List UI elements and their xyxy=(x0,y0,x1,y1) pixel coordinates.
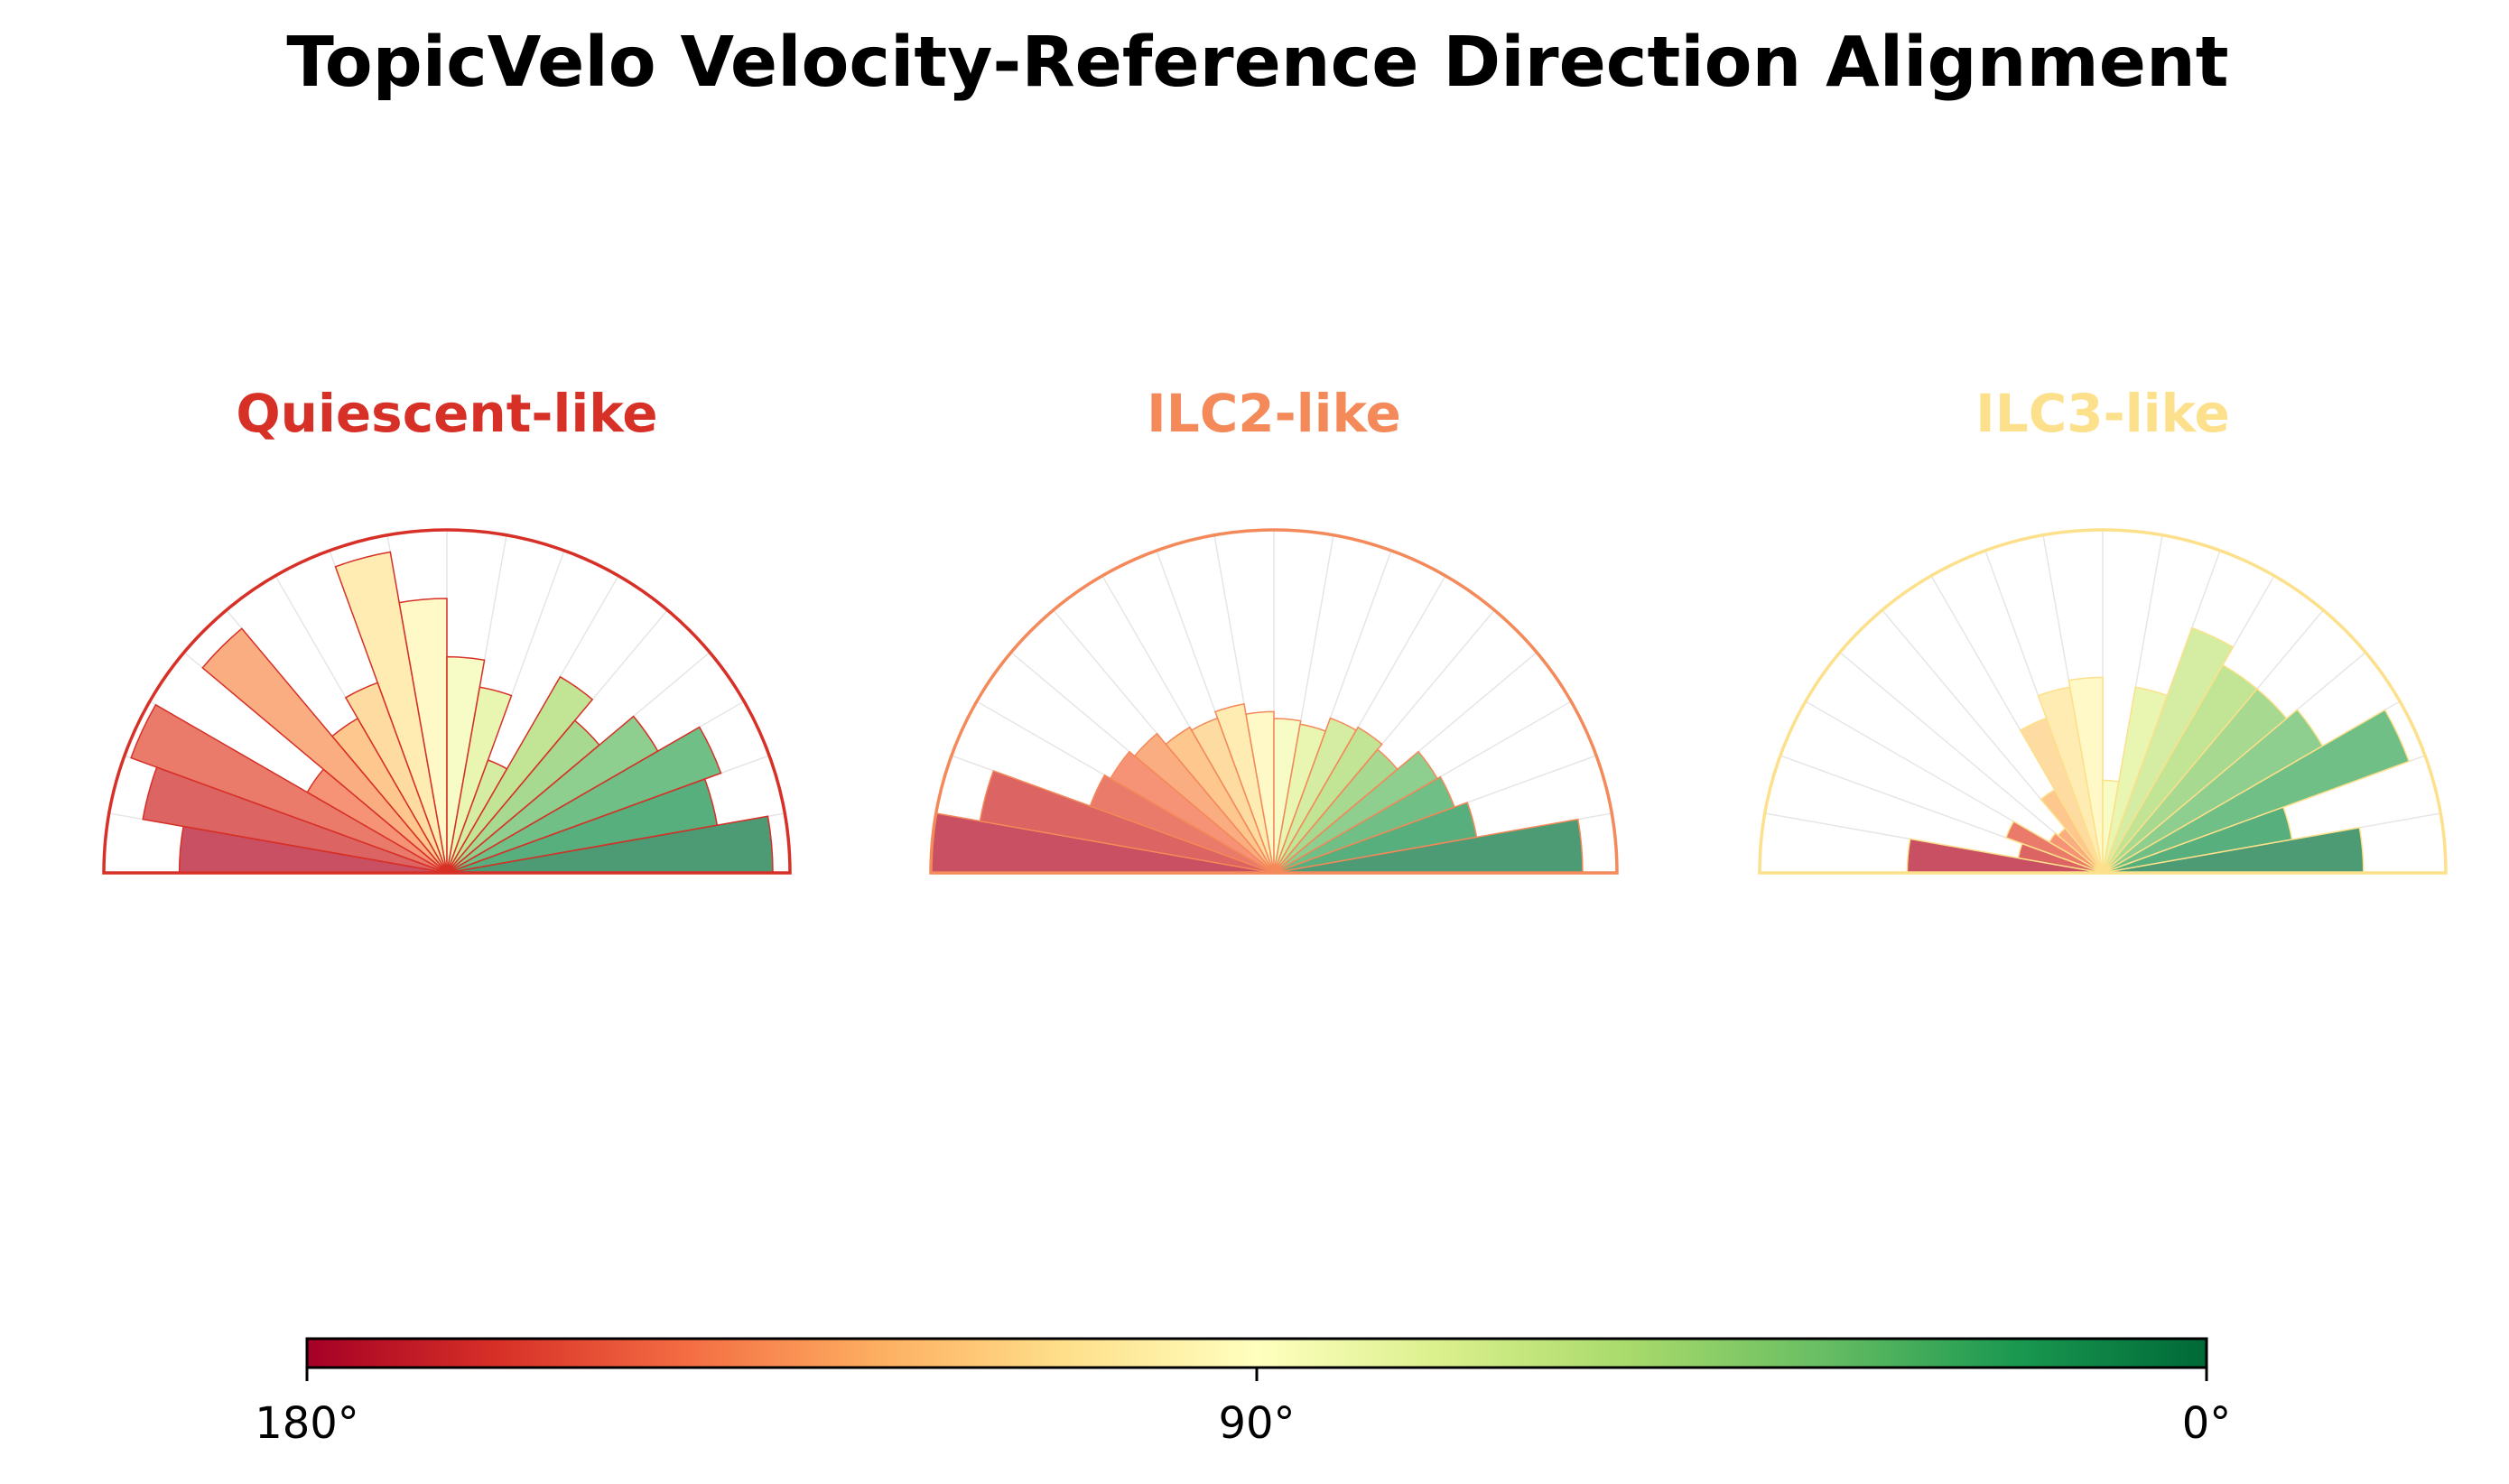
polar-bar xyxy=(1109,750,1275,874)
polar-bar xyxy=(2004,820,2104,874)
polar-bar xyxy=(130,703,448,874)
polar-bar xyxy=(201,627,448,874)
colorbar-gradient xyxy=(305,1337,2208,1369)
polar-bar xyxy=(2102,709,2411,874)
panel-ilc2-like: ILC2-like xyxy=(929,383,1619,875)
polar-bar xyxy=(2048,831,2104,874)
colorbar: 180° 90° 0° xyxy=(255,1337,2232,1449)
polar-bar xyxy=(1214,703,1275,874)
polar-plot-ilc2-like xyxy=(929,528,1619,875)
polar-frame xyxy=(1758,528,2448,875)
polar-frame xyxy=(929,528,1619,875)
colorbar-label-0: 0° xyxy=(2182,1398,2232,1449)
polar-bar xyxy=(979,769,1275,874)
colorbar-label-180: 180° xyxy=(255,1398,359,1449)
polar-bar xyxy=(1089,774,1275,874)
panel-ilc3-like: ILC3-like xyxy=(1758,383,2448,875)
polar-plot-quiescent-like xyxy=(102,528,792,875)
polar-bar xyxy=(334,551,448,874)
polar-bar xyxy=(446,686,513,874)
colorbar-label-90: 90° xyxy=(1218,1398,1295,1449)
polar-bar xyxy=(1165,726,1275,874)
polar-bar xyxy=(446,675,594,874)
polar-bar xyxy=(2102,626,2235,874)
panel-quiescent-like: Quiescent-like xyxy=(102,383,792,875)
polar-bar xyxy=(2068,676,2104,874)
panel-title-quiescent-like: Quiescent-like xyxy=(236,383,657,444)
panel-title-ilc3-like: ILC3-like xyxy=(1975,383,2230,444)
polar-bar xyxy=(1133,732,1275,874)
polar-frame xyxy=(102,528,792,875)
polar-bar xyxy=(1273,726,1383,874)
panel-title-ilc2-like: ILC2-like xyxy=(1147,383,1401,444)
figure-title: TopicVelo Velocity-Reference Direction A… xyxy=(286,23,2228,103)
polar-bar xyxy=(1245,710,1275,874)
polar-bar xyxy=(446,726,722,874)
polar-plot-ilc3-like xyxy=(1758,528,2448,875)
polar-bar xyxy=(398,598,448,874)
